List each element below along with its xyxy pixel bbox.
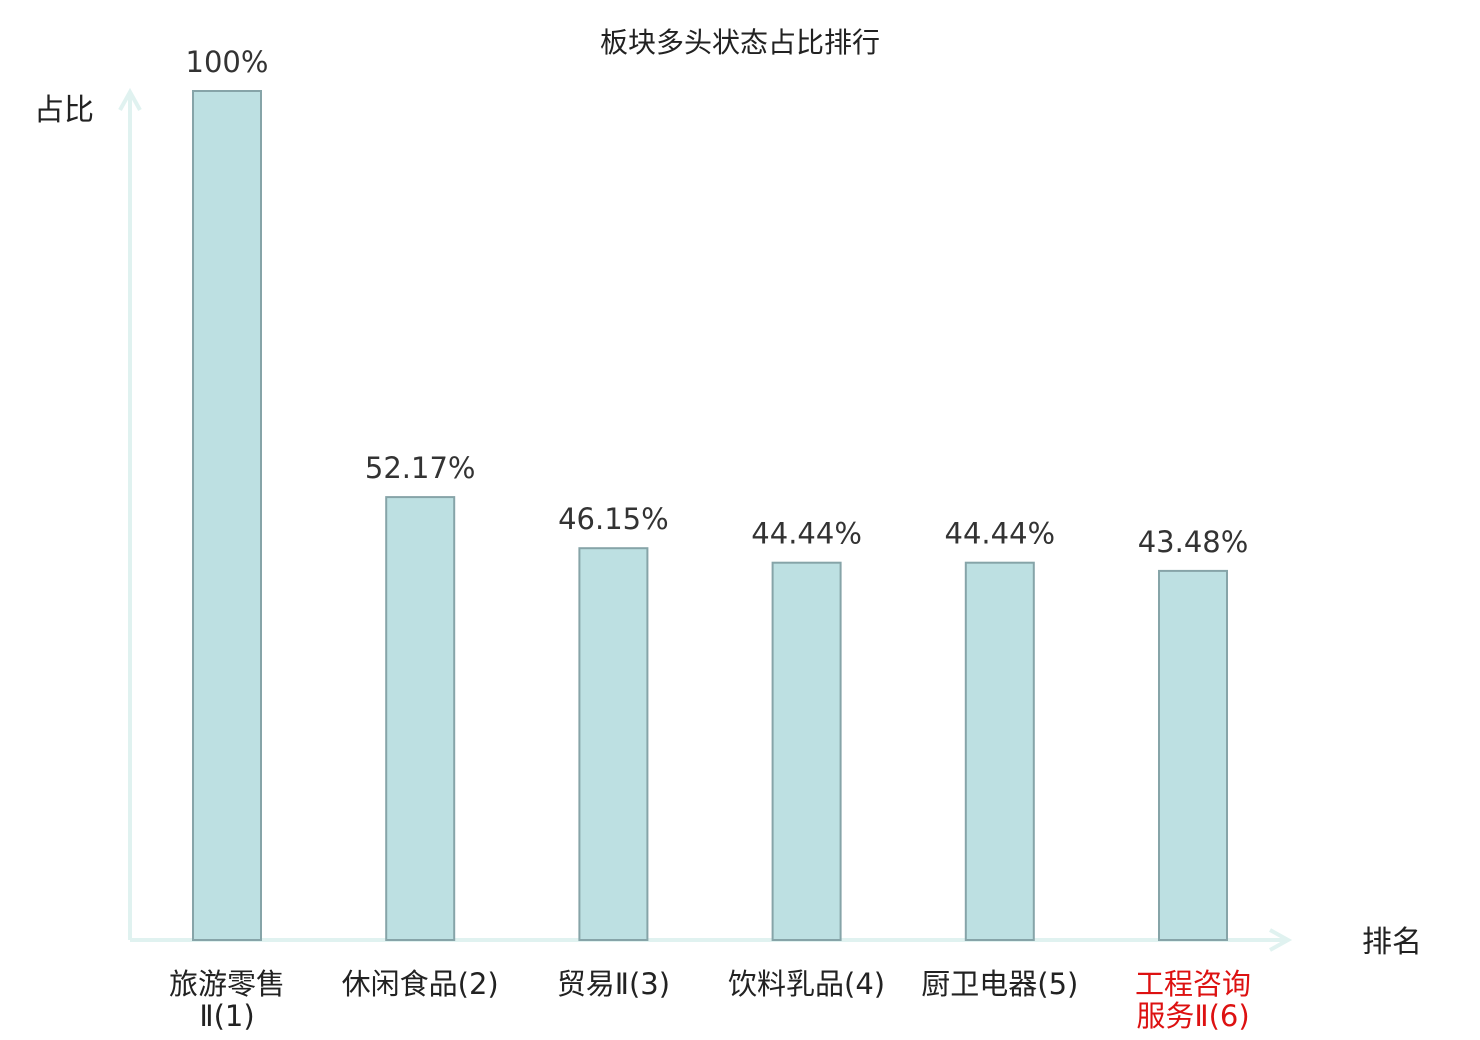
category-label-1-line-2: Ⅱ(1) <box>199 999 254 1033</box>
y-axis <box>118 87 142 940</box>
bar-4 <box>771 561 842 941</box>
value-label-1: 100% <box>186 45 269 79</box>
value-label-2: 52.17% <box>365 451 476 485</box>
value-labels-group: 100% 52.17% 46.15% 44.44% 44.44% 43.48% <box>186 45 1249 559</box>
x-axis-label: 排名 <box>1362 925 1422 960</box>
category-label-5: 厨卫电器(5) <box>921 967 1078 1001</box>
bar-6 <box>1158 569 1228 942</box>
category-label-2: 休闲食品(2) <box>342 967 499 1001</box>
bar-5 <box>964 561 1035 941</box>
category-label-6-line-1: 工程咨询 <box>1135 967 1251 1001</box>
chart-title: 板块多头状态占比排行 <box>600 26 880 59</box>
y-axis-label: 占比 <box>34 93 94 128</box>
x-axis <box>130 928 1293 952</box>
category-label-4: 饮料乳品(4) <box>728 967 885 1001</box>
value-label-3: 46.15% <box>558 502 669 536</box>
bar-1 <box>192 90 262 941</box>
category-label-6-line-2: 服务Ⅱ(6) <box>1136 999 1249 1033</box>
category-label-3: 贸易Ⅱ(3) <box>557 967 670 1001</box>
category-label-1-line-1: 旅游零售 <box>169 967 285 1001</box>
bar-2 <box>385 496 456 941</box>
bar-3 <box>578 547 649 941</box>
value-label-5: 44.44% <box>945 517 1056 551</box>
value-label-4: 44.44% <box>751 517 862 551</box>
value-label-6: 43.48% <box>1138 525 1249 559</box>
bars-group <box>192 90 1228 942</box>
